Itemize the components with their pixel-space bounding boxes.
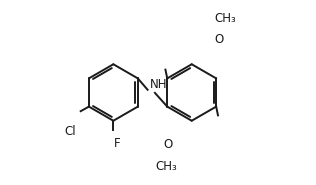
Text: CH₃: CH₃ <box>215 12 236 25</box>
Text: F: F <box>114 137 121 150</box>
Text: CH₃: CH₃ <box>156 160 178 173</box>
Text: NH: NH <box>150 78 167 91</box>
Text: O: O <box>215 33 224 46</box>
Text: Cl: Cl <box>65 125 76 138</box>
Text: O: O <box>164 138 173 151</box>
